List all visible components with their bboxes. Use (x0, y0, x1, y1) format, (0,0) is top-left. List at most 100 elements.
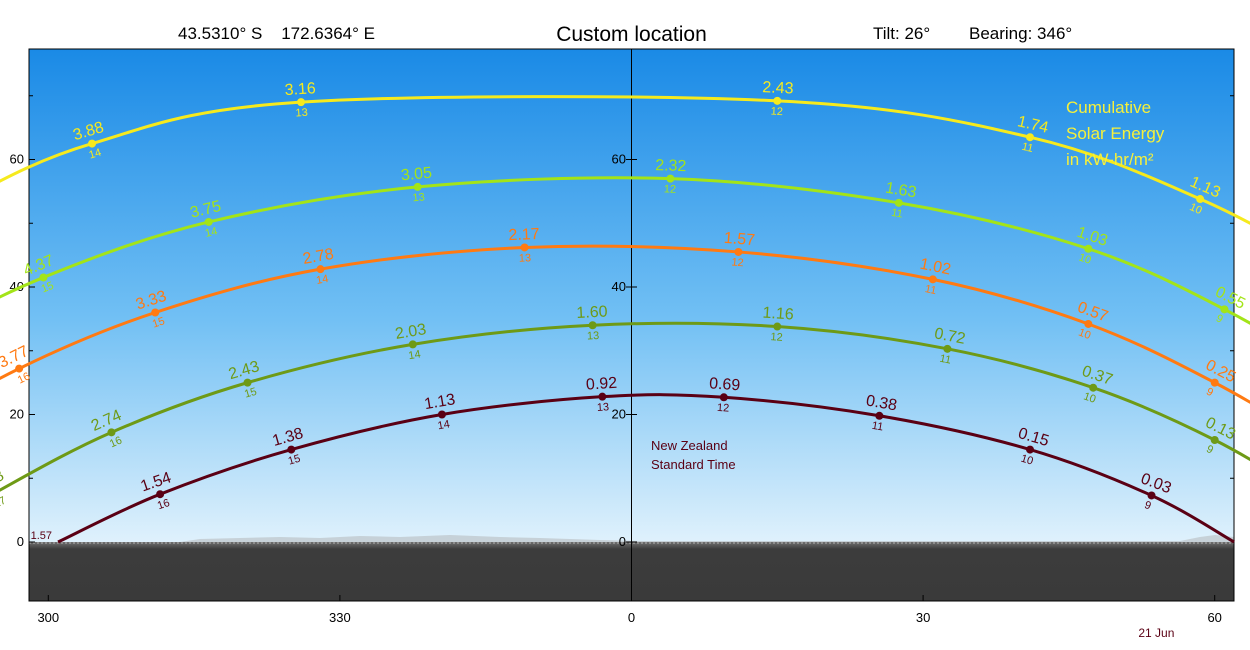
hour-marker (773, 96, 782, 105)
hour-marker (1084, 319, 1093, 328)
y-tick-label-center: 0 (619, 534, 626, 549)
plot-background (28, 48, 1235, 602)
hour-label: 13 (412, 191, 425, 204)
hour-marker (1220, 305, 1229, 314)
hour-marker (156, 490, 165, 499)
hour-label: 15 (151, 315, 166, 330)
energy-value-label: 3.75 (189, 198, 223, 222)
hour-marker (408, 340, 417, 349)
hour-marker (413, 182, 422, 191)
hour-marker (437, 410, 446, 419)
hour-marker (1026, 133, 1035, 142)
legend-line-2: Solar Energy (1066, 124, 1165, 143)
hour-label: 11 (939, 353, 953, 367)
hour-label: 12 (731, 256, 744, 269)
energy-value-label: 2.43 (762, 79, 794, 98)
hour-marker (773, 322, 782, 331)
time-zone-note: New Zealand Standard Time (651, 438, 736, 472)
x-tick-label: 330 (329, 610, 351, 625)
x-tick-label: 0 (628, 610, 635, 625)
hour-label: 14 (88, 147, 103, 162)
hour-marker (39, 273, 48, 282)
hour-label: 13 (587, 330, 600, 343)
sun-path-line (0, 95, 1250, 225)
hour-label: 16 (156, 497, 171, 512)
hour-marker (297, 98, 306, 107)
legend-line-1: Cumulative (1066, 98, 1151, 117)
hour-marker (15, 364, 24, 373)
date-label: 21 Jun (1138, 626, 1174, 640)
longitude-text: 172.6364° E (281, 24, 375, 43)
hour-label: 11 (1021, 141, 1035, 155)
x-tick-label: 300 (37, 610, 59, 625)
energy-value-label: 0.72 (933, 325, 967, 348)
y-tick-label-left: 20 (10, 407, 24, 422)
y-tick-label-center: 60 (612, 152, 626, 167)
hour-label: 11 (871, 420, 884, 434)
hour-label: 9 (1204, 443, 1215, 456)
sun-path-line (57, 393, 1235, 544)
hour-marker (1147, 491, 1156, 500)
hour-label: 17 (0, 495, 8, 511)
hour-marker (875, 411, 884, 420)
hour-label: 10 (1082, 390, 1097, 405)
hour-marker (520, 243, 529, 252)
energy-value-label: 2.88 (0, 467, 7, 496)
location-coordinates: 43.5310° S 172.6364° E (178, 24, 375, 44)
energy-value-label: 2.32 (655, 157, 687, 175)
energy-value-label: 3.05 (400, 165, 433, 185)
hour-label: 16 (16, 370, 32, 386)
hour-marker (588, 321, 597, 330)
hour-label: 12 (770, 106, 783, 119)
hour-marker (316, 265, 325, 274)
hour-label: 13 (597, 401, 610, 414)
hour-marker (1196, 195, 1205, 204)
hour-marker (107, 428, 116, 437)
hour-marker (88, 139, 97, 148)
hour-marker (243, 378, 252, 387)
energy-value-label: 0.69 (709, 375, 741, 394)
hour-label: 14 (315, 273, 329, 287)
hour-label: 9 (1214, 312, 1225, 325)
y-tick-label-left: 60 (10, 152, 24, 167)
energy-value-label: 1.60 (576, 304, 608, 323)
hour-label: 9 (1204, 386, 1215, 399)
latitude-text: 43.5310° S (178, 24, 263, 43)
energy-value-label: 1.57 (723, 230, 755, 249)
x-tick-label: 60 (1207, 610, 1221, 625)
energy-value-label: 1.02 (918, 256, 952, 279)
y-tick-label-center: 40 (612, 279, 626, 294)
hour-label: 16 (108, 434, 124, 450)
chart-title: Custom location (556, 23, 707, 46)
hour-label: 10 (1188, 201, 1204, 217)
energy-value-label: 2.17 (508, 226, 540, 244)
axes: 24027030033003060901200204060020406021 D… (10, 95, 1234, 640)
hour-marker (287, 445, 296, 454)
hour-label: 10 (1077, 327, 1093, 342)
y-tick-label-left: 0 (17, 534, 24, 549)
hour-label: 14 (437, 418, 451, 432)
hour-label: 15 (243, 386, 258, 401)
tilt-text: Tilt: 26° (873, 24, 931, 43)
sunrise-value-label: 1.57 (31, 530, 52, 542)
energy-value-label: 1.63 (884, 180, 918, 202)
y-tick-label-center: 20 (612, 407, 626, 422)
hour-label: 15 (287, 453, 302, 468)
hour-marker (151, 308, 160, 317)
hour-marker (1210, 378, 1219, 387)
legend-line-3: in kW-hr/m² (1066, 150, 1154, 169)
legend: Cumulative Solar Energy in kW-hr/m² (1066, 98, 1165, 169)
energy-value-label: 1.16 (762, 305, 794, 324)
hour-marker (1026, 445, 1035, 454)
hour-label: 11 (924, 283, 938, 297)
hour-label: 10 (1019, 453, 1034, 468)
hour-marker (719, 393, 728, 402)
hour-marker (1210, 436, 1219, 444)
hour-label: 9 (1143, 499, 1153, 512)
hour-label: 12 (664, 183, 677, 195)
hour-marker (894, 198, 903, 207)
hour-label: 13 (295, 107, 308, 120)
hour-label: 11 (890, 207, 903, 221)
hour-marker (943, 344, 952, 353)
